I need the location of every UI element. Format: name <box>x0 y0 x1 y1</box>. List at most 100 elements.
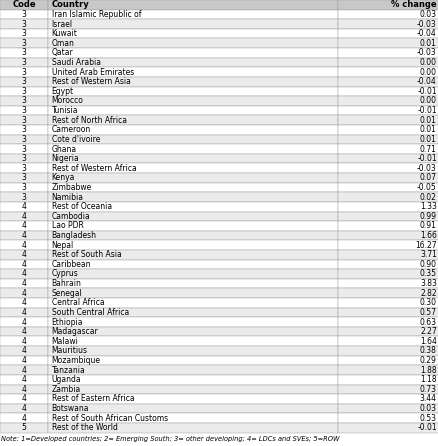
Bar <box>337 87 438 96</box>
Text: 1.88: 1.88 <box>419 366 436 375</box>
Bar <box>48 154 337 163</box>
Text: 4: 4 <box>21 337 27 346</box>
Bar <box>337 202 438 211</box>
Bar <box>337 289 438 298</box>
Bar <box>337 365 438 375</box>
Bar <box>337 154 438 163</box>
Text: 3.83: 3.83 <box>419 279 436 288</box>
Text: 4: 4 <box>21 318 27 326</box>
Text: Malawi: Malawi <box>52 337 78 346</box>
Text: Oman: Oman <box>52 39 74 48</box>
Text: 4: 4 <box>21 327 27 336</box>
Text: Rest of Western Asia: Rest of Western Asia <box>52 77 130 86</box>
Bar <box>337 0 438 10</box>
Bar <box>48 365 337 375</box>
Bar <box>0 298 48 308</box>
Bar <box>48 19 337 29</box>
Text: Caribbean: Caribbean <box>52 260 91 269</box>
Text: 3: 3 <box>21 77 27 86</box>
Text: 3: 3 <box>21 39 27 48</box>
Text: 0.30: 0.30 <box>419 298 436 307</box>
Bar <box>337 48 438 58</box>
Bar <box>337 221 438 231</box>
Bar <box>48 269 337 279</box>
Bar <box>48 163 337 173</box>
Bar <box>337 308 438 317</box>
Bar <box>0 183 48 192</box>
Text: Madagascar: Madagascar <box>52 327 98 336</box>
Bar <box>337 10 438 19</box>
Bar <box>48 404 337 413</box>
Bar <box>337 38 438 48</box>
Text: Note: 1=Developed countries; 2= Emerging South; 3= other developing; 4= LDCs and: Note: 1=Developed countries; 2= Emerging… <box>1 436 339 442</box>
Bar <box>337 250 438 260</box>
Text: 0.00: 0.00 <box>419 68 436 77</box>
Bar <box>48 192 337 202</box>
Text: Ghana: Ghana <box>52 145 77 153</box>
Text: Uganda: Uganda <box>52 375 81 384</box>
Text: 3: 3 <box>21 10 27 19</box>
Text: 4: 4 <box>21 269 27 278</box>
Text: 3: 3 <box>21 68 27 77</box>
Bar <box>337 67 438 77</box>
Bar <box>48 298 337 308</box>
Bar <box>337 96 438 106</box>
Bar <box>337 77 438 87</box>
Text: 0.02: 0.02 <box>419 193 436 202</box>
Bar <box>48 289 337 298</box>
Text: United Arab Emirates: United Arab Emirates <box>52 68 134 77</box>
Text: 3: 3 <box>21 164 27 173</box>
Bar <box>337 240 438 250</box>
Bar <box>48 279 337 289</box>
Bar <box>337 19 438 29</box>
Text: 2.27: 2.27 <box>419 327 436 336</box>
Text: Botswana: Botswana <box>52 404 89 413</box>
Text: Rest of South African Customs: Rest of South African Customs <box>52 414 167 423</box>
Text: Zambia: Zambia <box>52 385 81 394</box>
Text: Lao PDR: Lao PDR <box>52 221 83 231</box>
Text: 4: 4 <box>21 231 27 240</box>
Bar <box>337 346 438 356</box>
Bar <box>337 106 438 116</box>
Text: 3: 3 <box>21 48 27 58</box>
Bar <box>48 317 337 327</box>
Text: 4: 4 <box>21 298 27 307</box>
Bar <box>0 327 48 336</box>
Bar <box>337 336 438 346</box>
Text: Nigeria: Nigeria <box>52 154 79 163</box>
Text: 0.00: 0.00 <box>419 96 436 105</box>
Bar <box>0 384 48 394</box>
Bar <box>0 38 48 48</box>
Bar <box>48 67 337 77</box>
Bar <box>337 423 438 433</box>
Bar <box>0 279 48 289</box>
Bar <box>48 240 337 250</box>
Bar <box>337 173 438 183</box>
Bar <box>48 116 337 125</box>
Text: 4: 4 <box>21 394 27 404</box>
Text: 4: 4 <box>21 366 27 375</box>
Bar <box>0 29 48 38</box>
Text: -0.05: -0.05 <box>416 183 436 192</box>
Bar <box>48 394 337 404</box>
Text: Iran Islamic Republic of: Iran Islamic Republic of <box>52 10 141 19</box>
Bar <box>0 77 48 87</box>
Text: -0.03: -0.03 <box>416 48 436 58</box>
Text: Senegal: Senegal <box>52 289 82 298</box>
Text: 3: 3 <box>21 173 27 182</box>
Bar <box>48 38 337 48</box>
Text: 3: 3 <box>21 193 27 202</box>
Text: 0.38: 0.38 <box>419 347 436 355</box>
Bar <box>48 327 337 336</box>
Bar <box>48 250 337 260</box>
Bar <box>337 231 438 240</box>
Bar <box>337 298 438 308</box>
Text: 3: 3 <box>21 145 27 153</box>
Bar <box>0 356 48 365</box>
Text: Cote d'ivoire: Cote d'ivoire <box>52 135 100 144</box>
Text: 0.99: 0.99 <box>419 212 436 221</box>
Text: Cambodia: Cambodia <box>52 212 90 221</box>
Bar <box>337 260 438 269</box>
Bar <box>48 135 337 144</box>
Bar <box>0 404 48 413</box>
